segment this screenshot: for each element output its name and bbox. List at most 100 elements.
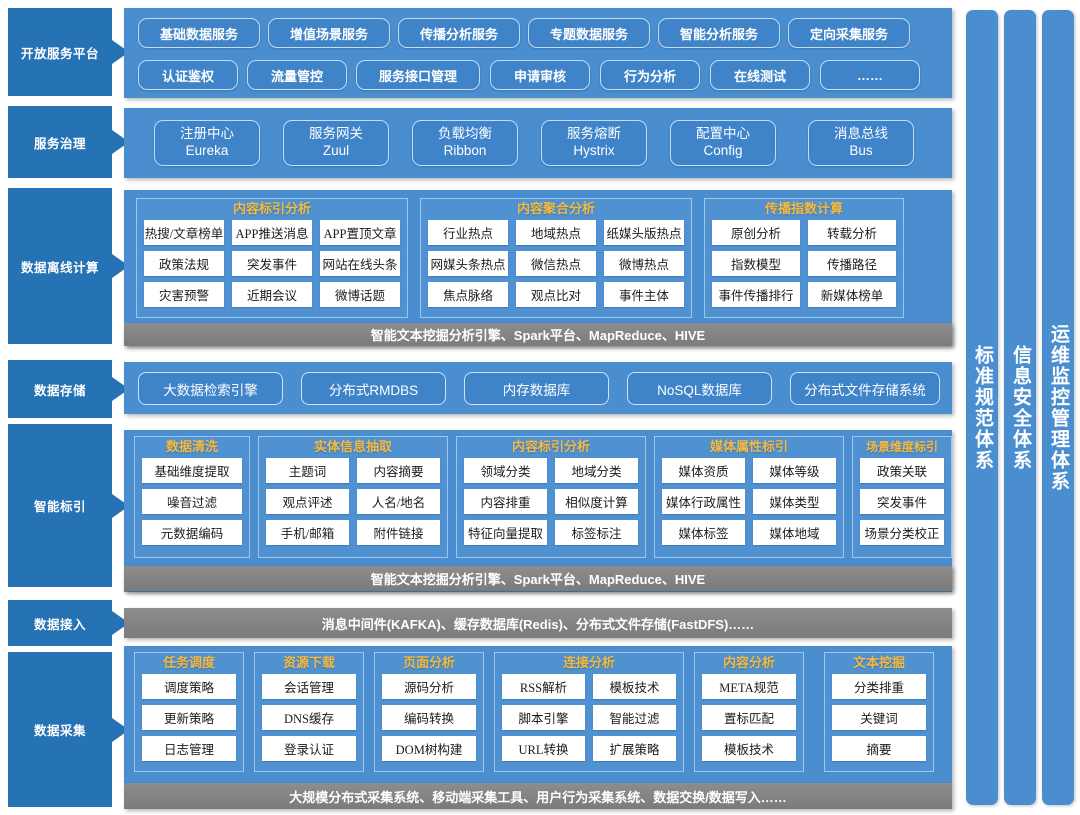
cell[interactable]: 源码分析 [382,674,476,699]
cell[interactable]: 模板技术 [702,736,796,761]
cell[interactable]: 更新策略 [142,705,236,730]
cell[interactable]: 媒体标签 [662,520,745,545]
cell[interactable]: 媒体行政属性 [662,489,745,514]
service-pill-behavior-analysis[interactable]: 行为分析 [600,60,700,90]
cell[interactable]: 微博热点 [604,251,684,276]
cell[interactable]: 政策关联 [860,458,944,483]
cell[interactable]: 突发事件 [860,489,944,514]
cell[interactable]: 智能过滤 [593,705,676,730]
cell[interactable]: 热搜/文章榜单 [144,220,224,245]
cell[interactable]: 媒体等级 [753,458,836,483]
cell[interactable]: 相似度计算 [555,489,638,514]
pillar-ops-monitor-mgmt-system[interactable]: 运维监控管理体系 [1042,10,1074,805]
cell[interactable]: META规范 [702,674,796,699]
cell[interactable]: 政策法规 [144,251,224,276]
governance-pill-load-balance[interactable]: 负载均衡 Ribbon [412,120,518,166]
cell[interactable]: 灾害预警 [144,282,224,307]
governance-pill-config-center[interactable]: 配置中心 Config [670,120,776,166]
cell[interactable]: 调度策略 [142,674,236,699]
service-pill-api-management[interactable]: 服务接口管理 [356,60,480,90]
cell[interactable]: 新媒体榜单 [808,282,896,307]
cell[interactable]: 内容排重 [464,489,547,514]
cell[interactable]: 媒体资质 [662,458,745,483]
storage-box-in-memory-db[interactable]: 内存数据库 [464,372,609,405]
cell[interactable]: 观点比对 [516,282,596,307]
cell[interactable]: DNS缓存 [262,705,356,730]
cell[interactable]: 元数据编码 [142,520,242,545]
cell[interactable]: 扩展策略 [593,736,676,761]
cell[interactable]: 媒体地域 [753,520,836,545]
cell[interactable]: 标签标注 [555,520,638,545]
stage-label-smart-indexing[interactable]: 智能标引 [8,424,129,587]
service-pill-smart-analysis[interactable]: 智能分析服务 [658,18,780,48]
service-pill-application-review[interactable]: 申请审核 [490,60,590,90]
governance-pill-registry[interactable]: 注册中心 Eureka [154,120,260,166]
cell[interactable]: 手机/邮箱 [266,520,349,545]
cell[interactable]: 特征向量提取 [464,520,547,545]
stage-label-data-offline-compute[interactable]: 数据离线计算 [8,188,129,344]
cell[interactable]: 地域热点 [516,220,596,245]
cell[interactable]: 附件链接 [357,520,440,545]
stage-label-service-governance[interactable]: 服务治理 [8,106,129,178]
pillar-info-security-system[interactable]: 信息安全体系 [1004,10,1036,805]
cell[interactable]: 编码转换 [382,705,476,730]
cell[interactable]: 领域分类 [464,458,547,483]
governance-pill-gateway[interactable]: 服务网关 Zuul [283,120,389,166]
cell[interactable]: 会话管理 [262,674,356,699]
service-pill-online-test[interactable]: 在线测试 [710,60,810,90]
stage-label-data-storage[interactable]: 数据存储 [8,360,129,418]
cell[interactable]: 基础维度提取 [142,458,242,483]
cell[interactable]: 置标匹配 [702,705,796,730]
cell[interactable]: RSS解析 [502,674,585,699]
cell[interactable]: 噪音过滤 [142,489,242,514]
service-pill-traffic-control[interactable]: 流量管控 [247,60,347,90]
cell[interactable]: 纸媒头版热点 [604,220,684,245]
cell[interactable]: 事件主体 [604,282,684,307]
cell[interactable]: DOM树构建 [382,736,476,761]
cell[interactable]: 场景分类校正 [860,520,944,545]
cell[interactable]: 近期会议 [232,282,312,307]
service-pill-directed-collection[interactable]: 定向采集服务 [788,18,910,48]
cell[interactable]: APP置顶文章 [320,220,400,245]
cell[interactable]: 人名/地名 [357,489,440,514]
service-pill-basic-data[interactable]: 基础数据服务 [138,18,260,48]
service-pill-value-added-scene[interactable]: 增值场景服务 [268,18,390,48]
storage-box-nosql-db[interactable]: NoSQL数据库 [627,372,772,405]
cell[interactable]: 转载分析 [808,220,896,245]
cell[interactable]: 事件传播排行 [712,282,800,307]
stage-label-open-service-platform[interactable]: 开放服务平台 [8,8,129,96]
cell[interactable]: 模板技术 [593,674,676,699]
cell[interactable]: URL转换 [502,736,585,761]
stage-label-data-ingestion[interactable]: 数据接入 [8,600,129,646]
service-pill-spread-analysis[interactable]: 传播分析服务 [398,18,520,48]
cell[interactable]: 登录认证 [262,736,356,761]
governance-pill-message-bus[interactable]: 消息总线 Bus [808,120,914,166]
service-pill-auth[interactable]: 认证鉴权 [138,60,238,90]
cell[interactable]: APP推送消息 [232,220,312,245]
cell[interactable]: 主题词 [266,458,349,483]
service-pill-topic-data[interactable]: 专题数据服务 [528,18,650,48]
cell[interactable]: 摘要 [832,736,926,761]
cell[interactable]: 微博话题 [320,282,400,307]
cell[interactable]: 行业热点 [428,220,508,245]
governance-pill-circuit-breaker[interactable]: 服务熔断 Hystrix [541,120,647,166]
service-pill-more[interactable]: …… [820,60,920,90]
storage-box-distributed-rmdbs[interactable]: 分布式RMDBS [301,372,446,405]
cell[interactable]: 媒体类型 [753,489,836,514]
cell[interactable]: 原创分析 [712,220,800,245]
cell[interactable]: 观点评述 [266,489,349,514]
cell[interactable]: 关键词 [832,705,926,730]
cell[interactable]: 焦点脉络 [428,282,508,307]
cell[interactable]: 网站在线头条 [320,251,400,276]
cell[interactable]: 分类排重 [832,674,926,699]
cell[interactable]: 日志管理 [142,736,236,761]
storage-box-bigdata-search-engine[interactable]: 大数据检索引擎 [138,372,283,405]
storage-box-distributed-file-storage[interactable]: 分布式文件存储系统 [790,372,940,405]
cell[interactable]: 网媒头条热点 [428,251,508,276]
cell[interactable]: 传播路径 [808,251,896,276]
cell[interactable]: 脚本引擎 [502,705,585,730]
cell[interactable]: 突发事件 [232,251,312,276]
cell[interactable]: 内容摘要 [357,458,440,483]
pillar-standard-spec-system[interactable]: 标准规范体系 [966,10,998,805]
cell[interactable]: 地域分类 [555,458,638,483]
